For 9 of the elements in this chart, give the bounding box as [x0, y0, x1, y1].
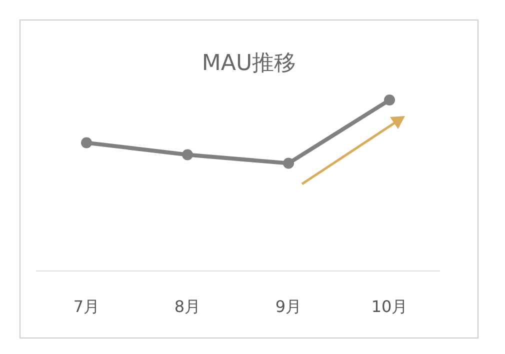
point: [182, 149, 193, 160]
x-tick-label: 8月: [174, 297, 201, 316]
x-tick-label: 9月: [275, 297, 302, 316]
x-tick-label: 7月: [73, 297, 100, 316]
point: [384, 94, 395, 106]
chart-title: MAU推移: [202, 51, 296, 76]
point: [283, 158, 294, 169]
point: [81, 137, 92, 148]
x-tick-label: 10月: [371, 297, 408, 316]
